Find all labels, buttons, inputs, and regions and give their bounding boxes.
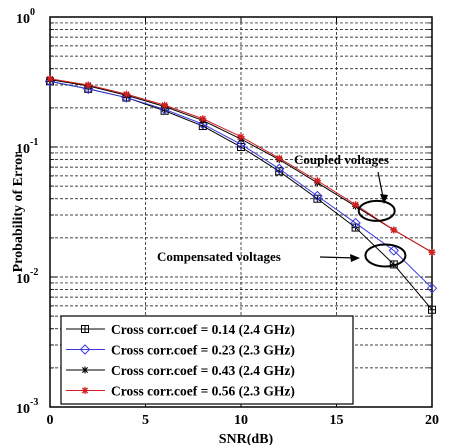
x-tick-label: 15: [330, 413, 344, 428]
marker-asterisk: [428, 248, 436, 256]
marker-asterisk: [275, 154, 283, 162]
legend: Cross corr.coef = 0.14 (2.4 GHz) Cross co…: [60, 315, 354, 405]
marker-asterisk: [313, 177, 321, 185]
marker-diamond: [350, 217, 361, 229]
y-tick-label-exponent: 0: [30, 7, 35, 18]
compensated-arrow-line: [319, 256, 357, 259]
marker-diamond: [197, 118, 209, 130]
y-tick-label: 10: [16, 12, 30, 27]
coupled-ellipse: [357, 199, 396, 222]
marker-asterisk: [122, 90, 130, 98]
y-tick-label-exponent: -1: [30, 137, 38, 148]
y-tick-label-exponent: -2: [30, 267, 38, 278]
marker-diamond: [79, 344, 91, 355]
marker-asterisk: [199, 115, 207, 123]
marker-diamond: [312, 190, 323, 202]
marker-diamond: [426, 282, 438, 294]
marker-asterisk: [352, 201, 360, 209]
marker-asterisk: [237, 133, 245, 141]
x-tick-label: 20: [425, 413, 439, 428]
marker-asterisk: [84, 81, 92, 89]
x-tick-label: 5: [142, 413, 149, 428]
marker-square-cross: [81, 325, 89, 333]
marker-square-cross: [428, 306, 436, 314]
x-tick-label: 10: [234, 413, 248, 428]
marker-asterisk: [46, 75, 54, 83]
marker-asterisk: [81, 387, 89, 394]
grid: [50, 17, 432, 407]
series-2: [44, 76, 438, 294]
series: [44, 75, 438, 314]
marker-asterisk: [390, 226, 398, 234]
y-tick-label: 10: [16, 142, 30, 157]
x-tick-label: 0: [47, 413, 54, 428]
marker-diamond: [388, 245, 400, 256]
marker-diamond: [235, 139, 247, 150]
y-tick-label: 10: [16, 402, 30, 417]
annotation-label-coupled: Coupled voltages: [294, 152, 389, 167]
compensated-ellipse: [364, 243, 407, 268]
annotations: Coupled voltages Compensated voltages: [157, 152, 407, 268]
marker-star: [81, 366, 89, 374]
y-axis-label: Probability of Error: [11, 152, 26, 273]
marker-diamond: [273, 163, 285, 174]
coupled-arrow-head: [380, 194, 388, 204]
compensated-arrow-head: [350, 254, 360, 262]
series-4: [46, 75, 436, 256]
legend-label: Cross corr.coef = 0.56 (2.3 GHz): [111, 384, 295, 399]
legend-box: [60, 315, 354, 405]
series-line: [49, 80, 433, 289]
marker-diamond: [82, 83, 94, 95]
y-tick-label: 10: [16, 272, 30, 287]
y-tick-label-exponent: -3: [30, 397, 38, 408]
marker-asterisk: [161, 101, 169, 109]
legend-label: Cross corr.coef = 0.43 (2.4 GHz): [111, 363, 295, 378]
legend-label: Cross corr.coef = 0.14 (2.4 GHz): [111, 322, 295, 337]
x-axis-label: SNR(dB): [219, 432, 274, 445]
legend-label: Cross corr.coef = 0.23 (2.3 GHz): [111, 343, 295, 358]
annotation-label-compensated: Compensated voltages: [157, 249, 281, 264]
